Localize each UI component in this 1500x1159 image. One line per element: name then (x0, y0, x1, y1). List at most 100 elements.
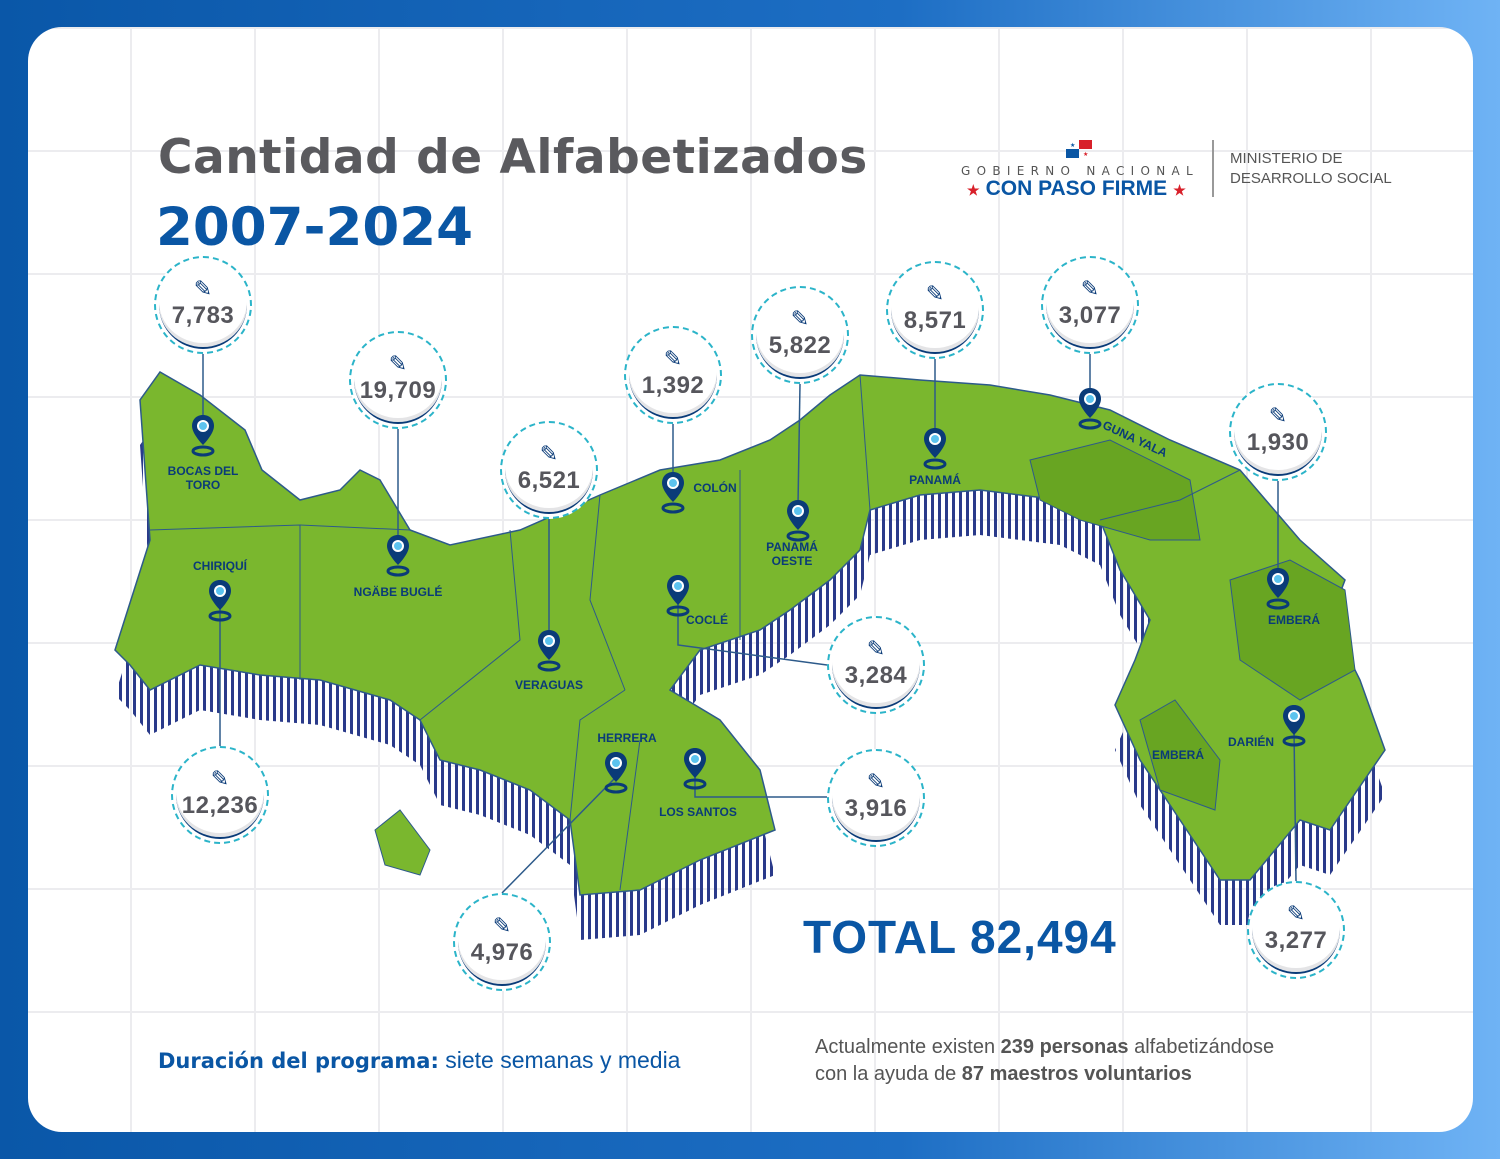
panama-map (114, 354, 1386, 940)
logo-divider (1212, 140, 1214, 197)
value-darien: 3,277 (1264, 927, 1328, 954)
colon-pin-icon (661, 472, 685, 514)
notepad-pencil-icon: ✎ (193, 277, 213, 302)
chiriqui-pin-icon (208, 580, 232, 622)
notepad-pencil-icon: ✎ (925, 282, 945, 307)
bubble-bocas-del-toro: ✎ 7,783 (154, 256, 252, 354)
notepad-pencil-icon: ✎ (866, 770, 886, 795)
label-line: TORO (185, 478, 221, 492)
notepad-pencil-icon: ✎ (539, 442, 559, 467)
value-bocas: 7,783 (171, 302, 235, 329)
veraguas-pin-icon (537, 630, 561, 672)
slogan-text: CON PASO FIRME (985, 177, 1168, 200)
star-icon: ★ (967, 182, 980, 198)
ministry-name: MINISTERIO DE DESARROLLO SOCIAL (1230, 149, 1392, 189)
status-text: Actualmente existen (815, 1036, 1001, 1058)
value-herrera: 4,976 (470, 939, 534, 966)
teacher-count: 87 maestros voluntarios (961, 1063, 1192, 1085)
notepad-pencil-icon: ✎ (866, 637, 886, 662)
value-chiriqui: 12,236 (181, 792, 259, 819)
value-colon: 1,392 (641, 372, 705, 399)
status-text: con la ayuda de (815, 1063, 962, 1085)
panama-oeste-pin-icon (786, 500, 810, 542)
label-panama-oeste: PANAMÁ OESTE (766, 540, 818, 568)
notepad-pencil-icon: ✎ (663, 347, 683, 372)
svg-text:★: ★ (1070, 142, 1075, 149)
people-count: 239 personas (1000, 1036, 1129, 1058)
value-veraguas: 6,521 (517, 467, 581, 494)
bubble-chiriqui: ✎ 12,236 (171, 746, 269, 844)
notepad-pencil-icon: ✎ (1080, 277, 1100, 302)
embera-pin-icon (1266, 568, 1290, 610)
page-title: Cantidad de Alfabetizados (158, 130, 868, 185)
panama-flag-icon: ★★ (1066, 140, 1092, 158)
logo-gobierno-nacional: GOBIERNO NACIONAL (961, 164, 1199, 178)
value-cocle: 3,284 (844, 662, 908, 689)
ministry-line2: DESARROLLO SOCIAL (1230, 170, 1392, 187)
label-colon: COLÓN (693, 481, 737, 495)
duration-value: siete semanas y media (438, 1047, 681, 1073)
embera-east-region (1229, 559, 1356, 701)
svg-text:★: ★ (1083, 151, 1088, 158)
embera-west-region (1139, 699, 1221, 811)
label-line: PANAMÁ (766, 540, 818, 554)
darien-pin-icon (1282, 705, 1306, 747)
notepad-pencil-icon: ✎ (210, 767, 230, 792)
bubble-colon: ✎ 1,392 (624, 326, 722, 424)
bubble-guna-yala: ✎ 3,077 (1041, 256, 1139, 354)
value-guna-yala: 3,077 (1058, 302, 1122, 329)
ministry-line1: MINISTERIO DE (1230, 150, 1343, 167)
notepad-pencil-icon: ✎ (1286, 902, 1306, 927)
label-bocas-del-toro: BOCAS DEL TORO (168, 464, 239, 492)
total-count: TOTAL 82,494 (803, 911, 1117, 963)
label-chiriqui: CHIRIQUÍ (193, 559, 247, 573)
label-panama: PANAMÁ (909, 473, 961, 487)
label-veraguas: VERAGUAS (514, 678, 584, 692)
label-los-santos: LOS SANTOS (659, 805, 737, 819)
los-santos-pin-icon (683, 748, 707, 790)
notepad-pencil-icon: ✎ (492, 914, 512, 939)
value-ngabe: 19,709 (359, 377, 437, 404)
bubble-herrera: ✎ 4,976 (453, 893, 551, 991)
bubble-panama-oeste: ✎ 5,822 (751, 286, 849, 384)
infographic-card: Cantidad de Alfabetizados 2007-2024 ★ ★ G… (28, 27, 1473, 1132)
comarca-region (1029, 439, 1201, 541)
label-line: OESTE (771, 554, 813, 568)
notepad-pencil-icon: ✎ (1268, 404, 1288, 429)
label-herrera: HERRERA (597, 731, 657, 745)
label-line: BOCAS DEL (167, 464, 239, 478)
logo-slogan: ★ CON PASO FIRME ★ (961, 177, 1192, 201)
guna-yala-pin-icon (1078, 388, 1102, 430)
coiba-island (374, 809, 431, 876)
panama-pin-icon (923, 428, 947, 470)
value-embera: 1,930 (1246, 429, 1310, 456)
value-panama-oeste: 5,822 (768, 332, 832, 359)
bubble-embera: ✎ 1,930 (1229, 383, 1327, 481)
value-los-santos: 3,916 (844, 795, 908, 822)
bubble-panama: ✎ 8,571 (886, 261, 984, 359)
cocle-pin-icon (666, 575, 690, 617)
current-status-text: Actualmente existen 239 personas alfabet… (815, 1034, 1274, 1088)
label-embera-west: EMBERÁ (1151, 748, 1205, 762)
bubble-los-santos: ✎ 3,916 (827, 749, 925, 847)
year-range: 2007-2024 (156, 197, 474, 258)
bubble-veraguas: ✎ 6,521 (500, 421, 598, 519)
notepad-pencil-icon: ✎ (388, 352, 408, 377)
star-icon: ★ (1173, 182, 1186, 198)
notepad-pencil-icon: ✎ (790, 307, 810, 332)
bubble-darien: ✎ 3,277 (1247, 881, 1345, 979)
value-panama: 8,571 (903, 307, 967, 334)
province-borders (149, 374, 1241, 891)
label-embera-east: EMBERÁ (1267, 613, 1321, 627)
bubble-cocle: ✎ 3,284 (827, 616, 925, 714)
label-darien: DARIÉN (1227, 735, 1275, 749)
program-duration: Duración del programa: siete semanas y m… (158, 1047, 680, 1074)
ngabe-pin-icon (386, 535, 410, 577)
duration-label: Duración del programa: (158, 1049, 439, 1073)
bubble-ngabe-bugle: ✎ 19,709 (349, 331, 447, 429)
bocas-pin-icon (191, 415, 215, 457)
herrera-pin-icon (604, 752, 628, 794)
status-text: alfabetizándose (1128, 1036, 1275, 1058)
map-landmass (114, 371, 1386, 896)
label-ngabe-bugle: NGÄBE BUGLÉ (353, 585, 443, 599)
